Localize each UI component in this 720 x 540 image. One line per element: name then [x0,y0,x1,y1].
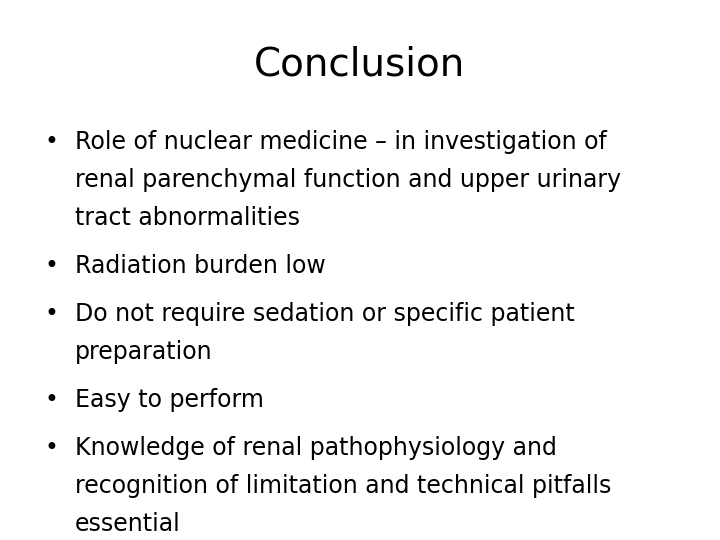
Text: Radiation burden low: Radiation burden low [75,254,325,278]
Text: •: • [45,254,59,278]
Text: Do not require sedation or specific patient: Do not require sedation or specific pati… [75,302,575,326]
Text: essential: essential [75,512,181,536]
Text: Conclusion: Conclusion [254,45,466,83]
Text: Easy to perform: Easy to perform [75,388,264,412]
Text: renal parenchymal function and upper urinary: renal parenchymal function and upper uri… [75,168,621,192]
Text: tract abnormalities: tract abnormalities [75,206,300,230]
Text: preparation: preparation [75,340,212,364]
Text: Knowledge of renal pathophysiology and: Knowledge of renal pathophysiology and [75,436,557,460]
Text: recognition of limitation and technical pitfalls: recognition of limitation and technical … [75,474,611,498]
Text: •: • [45,436,59,460]
Text: •: • [45,302,59,326]
Text: •: • [45,130,59,154]
Text: •: • [45,388,59,412]
Text: Role of nuclear medicine – in investigation of: Role of nuclear medicine – in investigat… [75,130,607,154]
